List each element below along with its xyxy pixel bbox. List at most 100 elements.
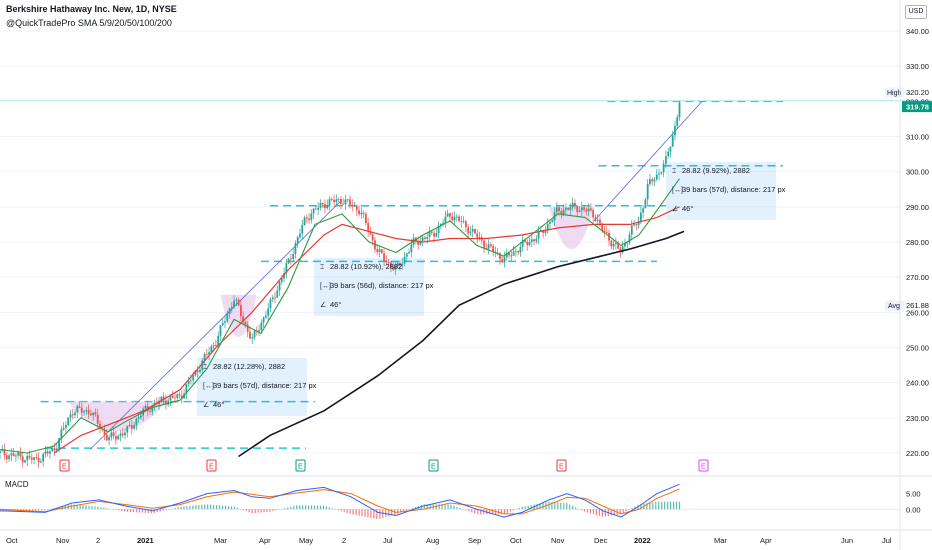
candle-body [394,266,397,270]
macd-histogram-bar [589,509,592,514]
candle-body [299,233,301,238]
macd-histogram-bar [94,506,96,510]
candle-body [167,400,170,405]
price-tick-label: 280.00 [906,238,929,247]
candle-body [49,451,51,454]
candle-body [508,252,510,256]
candle-body [62,427,65,430]
candle-body [276,290,279,298]
macd-line[interactable] [0,483,680,518]
candle-body [126,425,129,433]
earnings-marker[interactable] [59,459,70,472]
candle-body [210,346,213,353]
candle-body [194,370,197,376]
time-tick-label: 2 [96,536,100,545]
macd-histogram-bar [640,503,642,510]
macd-histogram-bar [192,505,194,510]
candle-body [524,239,526,242]
macd-histogram-bar [159,509,161,512]
macd-histogram-bar [23,509,25,511]
time-tick-label: Jul [882,536,892,545]
macd-histogram-bar [542,502,544,510]
candle-body [364,213,367,224]
indicator-label[interactable]: @QuickTradePro SMA 5/9/20/50/100/200 [6,18,172,28]
macd-histogram-bar [82,505,84,510]
macd-histogram-bar [658,501,660,510]
candle-body [674,126,676,136]
macd-histogram-bar [233,506,236,510]
trend-line[interactable] [593,101,703,222]
candle-body [112,432,115,437]
candle-body [628,234,631,243]
candle-body [387,262,390,263]
candle-body [283,273,285,279]
earnings-marker[interactable] [295,459,306,472]
candle-body [83,411,85,413]
price-tick-label: 270.00 [906,273,929,282]
macd-histogram-bar [272,509,274,512]
candle-body [580,207,583,211]
candle-body [269,299,272,309]
macd-histogram-bar [29,509,31,511]
macd-histogram-bar [373,509,375,519]
macd-histogram-bar [669,501,672,510]
macd-histogram-bar [483,509,485,515]
candle-body [358,210,360,215]
macd-histogram-bar [5,509,7,512]
sma-50-line[interactable] [53,206,680,454]
measure-box-3[interactable]: ⌶ 28.82 (9.92%), 2882 [↔]39 bars (57d), d… [666,162,785,220]
macd-histogram-bar [397,509,399,514]
candle-body [251,337,254,339]
macd-histogram-bar [497,509,500,515]
earnings-marker[interactable] [556,459,567,472]
bars-icon: [↔] [203,383,214,390]
macd-histogram-bar [515,509,517,510]
macd-histogram-bar [263,509,265,513]
candle-body [533,239,535,242]
candle-body [626,242,629,244]
candle-body [599,219,601,224]
macd-histogram-bar [411,508,414,510]
earnings-marker-label: E [298,464,303,471]
macd-histogram-bar [491,509,494,515]
measure-box-1[interactable]: ⌶ 28.82 (12.28%), 2882 [↔]39 bars (57d), … [197,358,316,416]
macd-histogram-bar [174,507,176,510]
macd-histogram-bar [115,509,117,510]
macd-histogram-bar [655,501,657,510]
currency-button[interactable]: USD [905,5,927,19]
candle-body [217,335,220,346]
time-tick-label: Apr [760,536,772,545]
candle-body [162,396,165,401]
macd-signal-line[interactable] [0,488,680,515]
candle-body [40,461,42,463]
candle-body [133,425,135,429]
candle-body [430,231,433,233]
candle-body [35,457,38,459]
measure-box-2[interactable]: ⌶ 28.82 (10.92%), 2882 [↔]39 bars (56d), … [314,258,433,316]
candle-body [0,450,1,453]
macd-pane-label[interactable]: MACD [5,480,29,489]
macd-histogram-bar [35,509,37,511]
macd-histogram-bar [462,509,464,510]
candle-body [119,433,122,436]
candle-body [564,207,567,210]
candle-body [94,412,97,415]
earnings-marker[interactable] [206,459,217,472]
candle-body [676,117,679,127]
sma-20-line[interactable] [0,178,680,454]
macd-histogram-bar [316,505,319,510]
earnings-marker[interactable] [428,459,439,472]
macd-histogram-bar [177,507,179,510]
macd-histogram-bar [218,505,221,510]
trend-line[interactable] [89,199,343,450]
sma-200-line[interactable] [238,230,685,458]
candle-body [199,370,201,373]
last-price-box [902,101,932,113]
candle-body [171,395,174,398]
macd-histogram-bar [79,505,81,510]
candle-body [380,249,383,254]
earnings-marker[interactable] [698,459,709,472]
macd-histogram-bar [52,508,55,510]
candle-body [389,262,392,268]
